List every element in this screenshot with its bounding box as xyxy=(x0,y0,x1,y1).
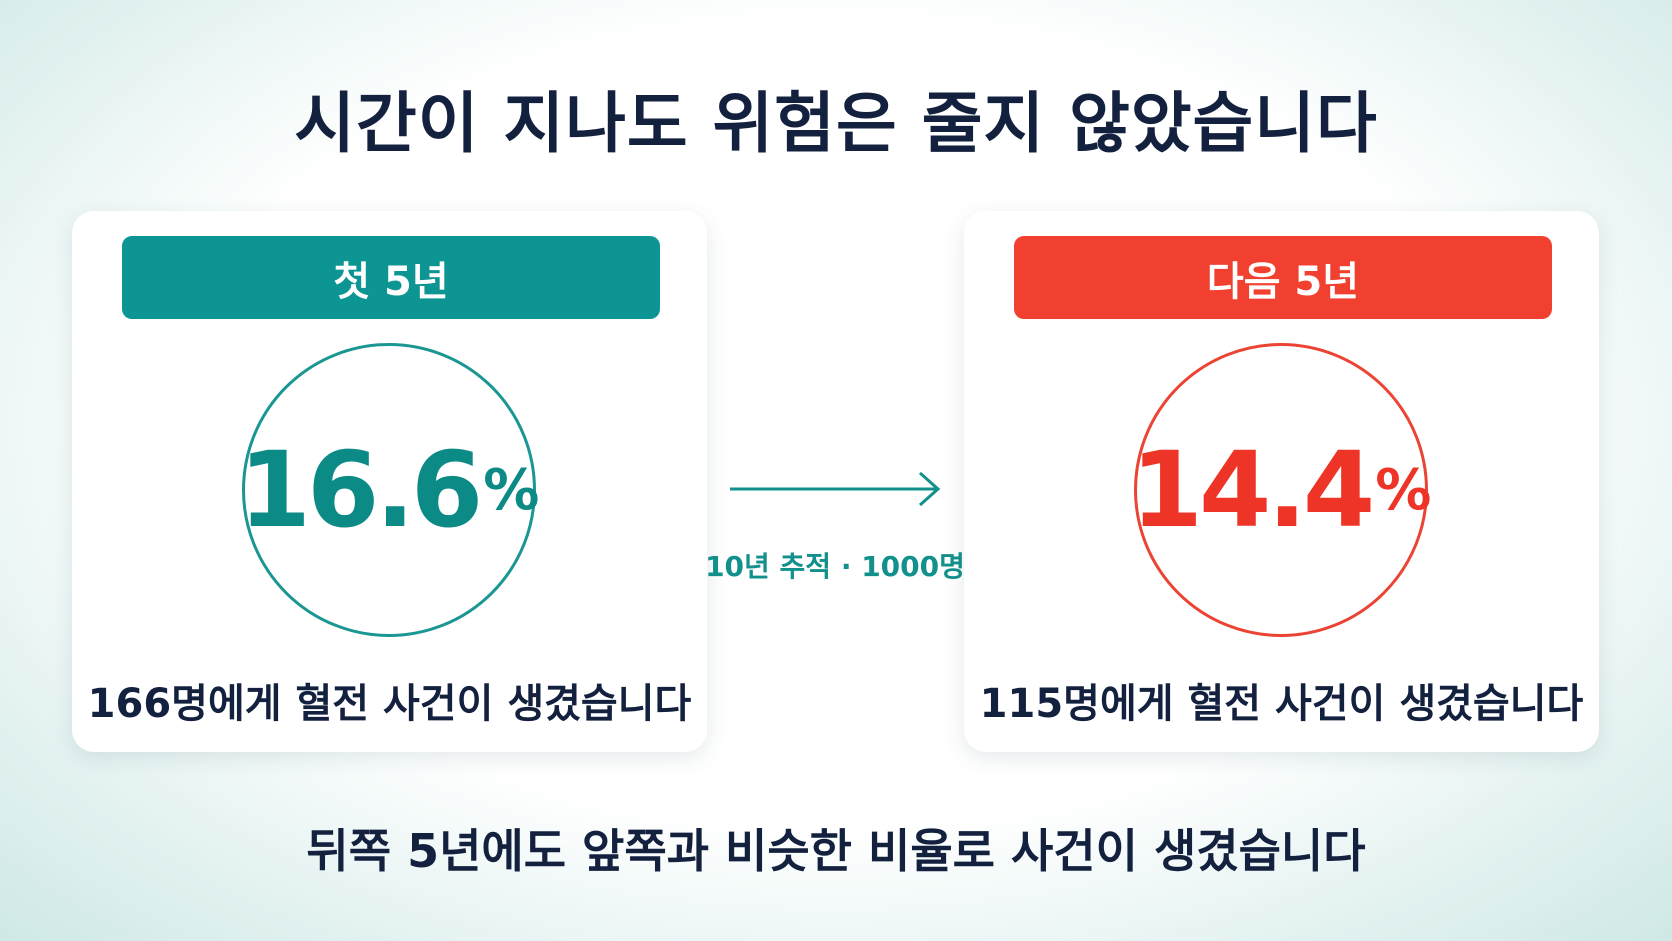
value-circle: 16.6% xyxy=(238,343,540,637)
value-circle: 14.4% xyxy=(1130,343,1432,637)
arrow-label: 10년 추적 · 1000명 xyxy=(705,550,965,583)
card-header: 첫 5년 xyxy=(122,236,660,319)
value: 16.6 xyxy=(238,429,484,551)
card-header: 다음 5년 xyxy=(1014,236,1552,319)
card: 첫 5년 16.6% 166명에게 혈전 사건이 생겼습니다 xyxy=(72,211,707,752)
card-description: 166명에게 혈전 사건이 생겼습니다 xyxy=(87,681,692,727)
card-description: 115명에게 혈전 사건이 생겼습니다 xyxy=(979,681,1584,727)
value: 14.4 xyxy=(1130,429,1376,551)
arrow-head xyxy=(919,471,941,507)
unit: % xyxy=(483,457,540,523)
card: 다음 5년 14.4% 115명에게 혈전 사건이 생겼습니다 xyxy=(964,211,1599,752)
arrow xyxy=(730,471,941,507)
title: 시간이 지나도 위험은 줄지 않았습니다 xyxy=(294,85,1378,162)
unit: % xyxy=(1375,457,1432,523)
footer: 뒤쪽 5년에도 앞쪽과 비슷한 비율로 사건이 생겼습니다 xyxy=(306,824,1366,878)
